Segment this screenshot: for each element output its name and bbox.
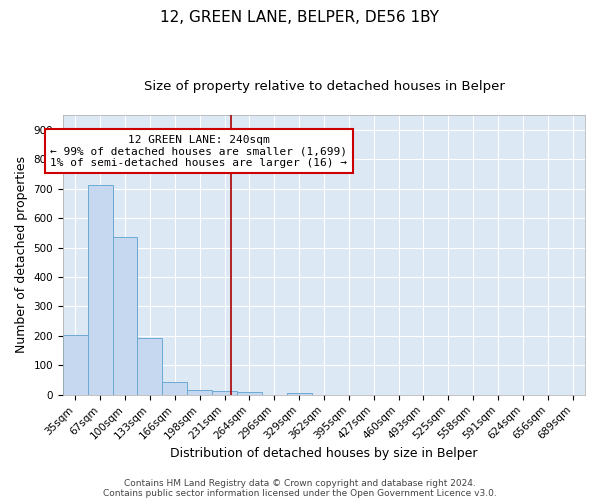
- Bar: [187, 390, 212, 395]
- Bar: [287, 392, 311, 395]
- Text: 12 GREEN LANE: 240sqm
← 99% of detached houses are smaller (1,699)
1% of semi-de: 12 GREEN LANE: 240sqm ← 99% of detached …: [50, 134, 347, 168]
- Text: 12, GREEN LANE, BELPER, DE56 1BY: 12, GREEN LANE, BELPER, DE56 1BY: [161, 10, 439, 25]
- X-axis label: Distribution of detached houses by size in Belper: Distribution of detached houses by size …: [170, 447, 478, 460]
- Bar: [113, 238, 137, 395]
- Title: Size of property relative to detached houses in Belper: Size of property relative to detached ho…: [143, 80, 505, 93]
- Bar: [63, 336, 88, 395]
- Bar: [163, 382, 187, 395]
- Bar: [137, 338, 163, 395]
- Y-axis label: Number of detached properties: Number of detached properties: [15, 156, 28, 354]
- Bar: [88, 185, 113, 395]
- Text: Contains public sector information licensed under the Open Government Licence v3: Contains public sector information licen…: [103, 488, 497, 498]
- Text: Contains HM Land Registry data © Crown copyright and database right 2024.: Contains HM Land Registry data © Crown c…: [124, 478, 476, 488]
- Bar: [237, 392, 262, 395]
- Bar: [212, 392, 237, 395]
